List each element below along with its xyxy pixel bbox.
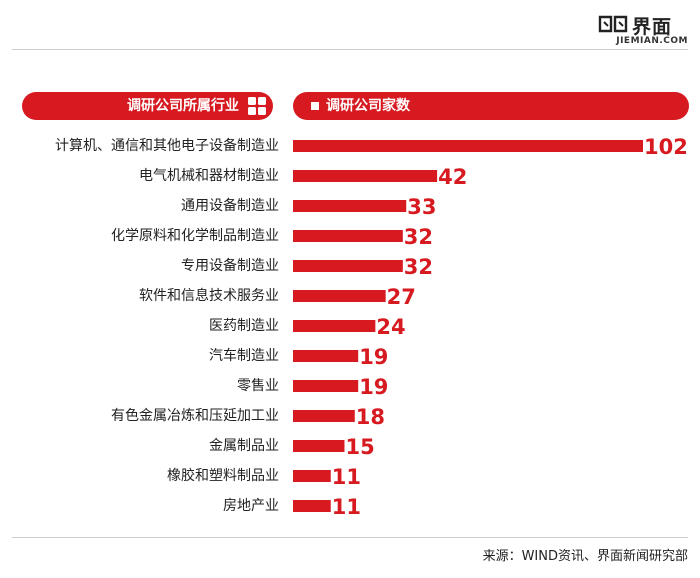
- bar: [293, 440, 345, 452]
- bar: [293, 470, 331, 482]
- industry-header-label: 调研公司所属行业: [127, 98, 239, 114]
- bar: [293, 350, 359, 362]
- bar: [293, 380, 359, 392]
- value-label: 11: [332, 495, 361, 519]
- bar: [293, 410, 355, 422]
- bar: [293, 320, 376, 332]
- category-label: 橡胶和塑料制品业: [167, 467, 279, 484]
- category-label: 通用设备制造业: [181, 197, 279, 214]
- category-label: 软件和信息技术服务业: [139, 287, 279, 304]
- top-divider: [12, 49, 688, 50]
- category-label: 化学原料和化学制品制造业: [111, 228, 279, 244]
- bar: [293, 140, 643, 152]
- value-label: 32: [404, 225, 433, 249]
- value-label: 11: [332, 465, 361, 489]
- grid-icon: [248, 97, 266, 115]
- value-label: 19: [359, 375, 388, 399]
- value-label: 24: [376, 315, 405, 339]
- jiemian-logo-icon: [598, 15, 628, 33]
- category-label: 房地产业: [223, 498, 279, 514]
- jiemian-logo: 界面 JIEMIAN.COM: [598, 12, 688, 46]
- category-label: 汽车制造业: [209, 347, 279, 364]
- value-label: 15: [345, 435, 374, 459]
- value-label: 33: [407, 195, 436, 219]
- bar: [293, 170, 438, 182]
- industry-header-pill: 调研公司所属行业: [22, 92, 273, 120]
- bar: [293, 290, 386, 302]
- square-bullet-icon: [311, 102, 319, 110]
- bar: [293, 260, 403, 272]
- bar: [293, 500, 331, 512]
- logo-name-cn: 界面: [632, 16, 673, 38]
- bottom-divider: [12, 537, 688, 538]
- category-label: 金属制品业: [209, 438, 279, 454]
- value-label: 19: [359, 345, 388, 369]
- category-label: 计算机、通信和其他电子设备制造业: [55, 137, 279, 154]
- category-label: 零售业: [237, 378, 279, 394]
- category-label: 专用设备制造业: [181, 257, 279, 274]
- category-label: 电气机械和器材制造业: [139, 168, 279, 184]
- bar: [293, 230, 403, 242]
- source-note: 来源：WIND资讯、界面新闻研究部: [482, 549, 688, 564]
- logo-name-en: JIEMIAN.COM: [616, 36, 688, 46]
- count-header-label: 调研公司家数: [326, 98, 410, 114]
- bar: [293, 200, 407, 212]
- value-label: 18: [356, 405, 385, 429]
- category-label: 有色金属冶炼和压延加工业: [111, 407, 279, 424]
- value-label: 32: [404, 255, 433, 279]
- category-label: 医药制造业: [209, 318, 279, 334]
- value-label: 27: [387, 285, 416, 309]
- value-label: 102: [644, 135, 688, 159]
- value-label: 42: [438, 165, 467, 189]
- count-header-pill: 调研公司家数: [293, 92, 689, 120]
